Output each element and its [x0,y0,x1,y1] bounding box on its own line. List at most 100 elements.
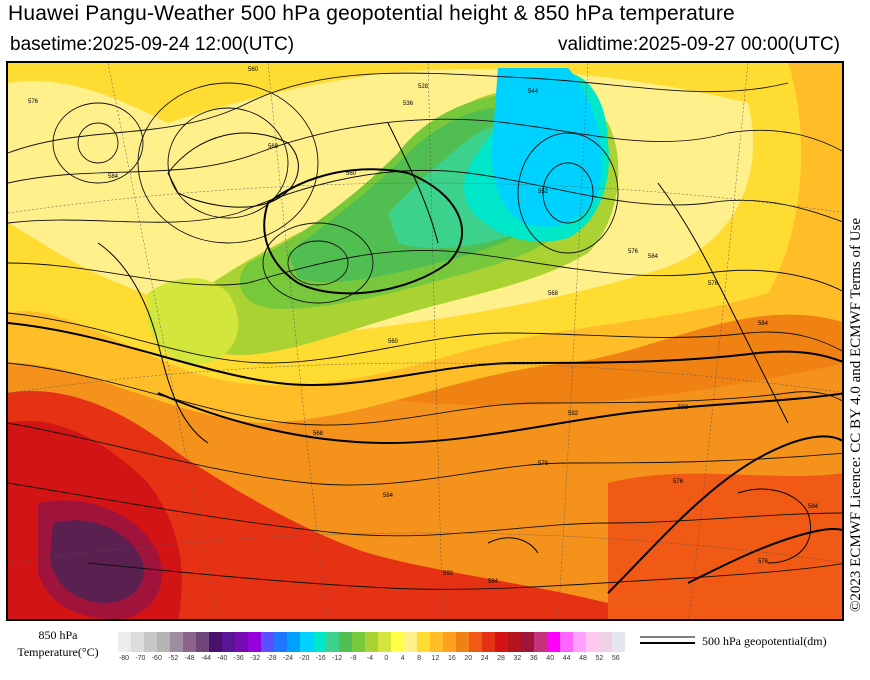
colorbar-tick-label: -32 [250,655,261,662]
colorbar-tick-label: -80 [118,655,130,662]
colorbar-swatch [209,632,222,652]
colorbar-swatch [274,632,287,652]
license-text: ©2023 ECMWF Licence: CC BY 4.0 and ECMWF… [848,217,864,612]
coastlines [97,122,812,564]
temperature-colorbar [118,632,625,652]
temp-zone-purple [50,520,144,603]
contour-label: 560 [388,339,399,345]
colorbar-swatch [326,632,339,652]
colorbar-tick-label: -24 [282,655,293,662]
contour-label: 584 [108,174,119,180]
temp-zone-east [608,473,842,619]
contour-label: 592 [568,411,579,417]
contour-label: 584 [488,579,499,585]
contour-label: 568 [548,291,559,297]
legend-title: 850 hPa Temperature(°C) [8,627,108,661]
colorbar-tick-label: -28 [266,655,277,662]
colorbar-tick-label: 40 [546,655,555,662]
colorbar-swatch [144,632,157,652]
colorbar-swatch [131,632,144,652]
contour-label: 576 [628,249,639,255]
temp-zone-cyan [491,68,602,227]
contour-label: 568 [313,431,324,437]
colorbar-swatch [170,632,183,652]
weather-map-svg: 576 584 560 568 560 528 536 544 552 576 … [8,63,842,619]
colorbar-tick-label: 44 [562,655,571,662]
legend-title-line1: 850 hPa [38,628,78,642]
contour-label: 576 [708,281,719,287]
colorbar-swatch [222,632,235,652]
colorbar-tick-label: 12 [431,655,440,662]
contour-label: 568 [268,144,279,150]
colorbar-swatch [417,632,430,652]
contour-label: 576 [758,559,769,565]
colorbar-tick-label: 4 [400,655,405,662]
colorbar-tick-label: 52 [595,655,604,662]
colorbar-swatch [534,632,547,652]
contour-label: 576 [673,479,684,485]
colorbar-swatch [339,632,352,652]
colorbar-swatch [612,632,625,652]
colorbar-swatch [261,632,274,652]
thick-contours [8,168,842,594]
contour-label: 584 [808,504,819,510]
colorbar-swatch [157,632,170,652]
colorbar-swatch [287,632,300,652]
contour-label: 576 [28,99,39,105]
colorbar-tick-label: 0 [384,655,389,662]
contour-label: 584 [648,254,659,260]
contour-label: 552 [538,189,549,195]
colorbar-tick-label: 56 [611,655,620,662]
colorbar-swatch [378,632,391,652]
colorbar-swatch [430,632,443,652]
contour-label: 528 [418,84,429,90]
colorbar-swatch [547,632,560,652]
colorbar-tick-label: 48 [579,655,587,662]
colorbar-swatch [482,632,495,652]
contour-label: 560 [346,171,357,177]
colorbar-tick-label: -12 [332,655,343,662]
colorbar-swatch [573,632,586,652]
colorbar-tick-label: -40 [217,655,228,662]
colorbar-swatch [521,632,534,652]
contour-label: 584 [383,493,394,499]
contour-label: 536 [403,101,414,107]
colorbar-tick-label: -16 [315,655,326,662]
contour-legend-label: 500 hPa geopotential(dm) [702,634,827,648]
colorbar-tick-label: -48 [184,655,195,662]
colorbar-tick-label: -4 [366,655,374,662]
colorbar-swatch [196,632,209,652]
colorbar-tick-label: 32 [513,655,522,662]
colorbar-swatch [586,632,599,652]
basetime-label: basetime:2025-09-24 12:00(UTC) [10,34,295,55]
colorbar-swatch [235,632,248,652]
colorbar-swatch [183,632,196,652]
colorbar-tick-label: -36 [233,655,244,662]
colorbar-swatch [352,632,365,652]
colorbar-tick-label: 20 [464,655,473,662]
graticule [8,63,842,619]
colorbar-swatch [508,632,521,652]
colorbar-swatch [300,632,313,652]
geopotential-contours [8,72,842,590]
chart-title: Huawei Pangu-Weather 500 hPa geopotentia… [8,2,735,25]
colorbar-tick-label: 8 [417,655,422,662]
colorbar-swatch [599,632,612,652]
colorbar-swatch [469,632,482,652]
colorbar-tick-label: -20 [299,655,310,662]
colorbar-tick-label: -60 [151,655,162,662]
colorbar-tick-label: 28 [497,655,505,662]
colorbar-ticks: -80 -70 -60 -52 -48 -44 -40 -36 -32 -28 -24 -20 -16-… [118,655,628,665]
contour-labels: 576 584 560 568 560 528 536 544 552 576 … [28,67,819,585]
contour-label: 560 [248,67,259,73]
contour-legend-lines [640,636,695,644]
colorbar-tick-label: 36 [529,655,538,662]
colorbar-swatch [560,632,573,652]
contour-label: 592 [678,405,689,411]
weather-map: 576 584 560 568 560 528 536 544 552 576 … [6,61,844,621]
colorbar-swatch [404,632,417,652]
colorbar-tick-label: 16 [447,655,456,662]
colorbar-tick-label: 24 [480,655,489,662]
contour-label: 584 [758,321,769,327]
colorbar-swatch [248,632,261,652]
